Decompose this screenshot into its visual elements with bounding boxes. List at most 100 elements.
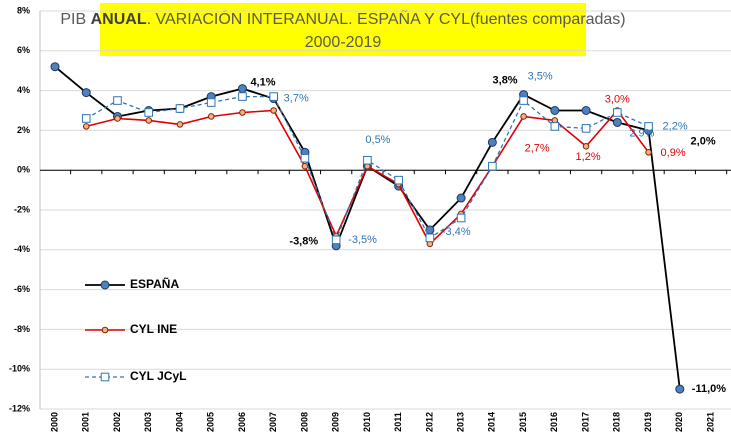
- y-tick-label: -10%: [9, 364, 30, 374]
- title-box: [100, 3, 586, 56]
- y-tick-label: -6%: [14, 284, 30, 294]
- legend-marker: [101, 326, 109, 334]
- y-tick-label: 2%: [17, 125, 30, 135]
- x-tick-label: 2017: [580, 412, 590, 432]
- data-label: 3,5%: [528, 70, 553, 82]
- y-tick-label: -2%: [14, 204, 30, 214]
- x-tick-label: 2000: [49, 412, 59, 432]
- data-label: -3,5%: [348, 234, 377, 246]
- point: [550, 106, 560, 115]
- data-label: -11,0%: [692, 383, 726, 395]
- x-tick-label: 2003: [143, 412, 153, 432]
- x-tick-label: 2013: [455, 412, 465, 432]
- point: [270, 107, 277, 114]
- legend-marker: [100, 280, 110, 290]
- point: [206, 98, 216, 107]
- legend-label: ESPAÑA: [130, 276, 179, 291]
- point: [145, 117, 153, 124]
- x-tick-label: 2019: [643, 412, 653, 432]
- point: [301, 162, 309, 170]
- point: [237, 84, 247, 94]
- point: [488, 161, 497, 171]
- point: [238, 92, 247, 101]
- y-tick-label: 8%: [17, 5, 30, 15]
- point: [582, 143, 590, 150]
- y-tick-label: 6%: [17, 45, 30, 55]
- x-tick-label: 2002: [112, 412, 122, 432]
- point: [456, 193, 466, 203]
- y-tick-label: 0%: [17, 165, 30, 175]
- y-tick-label: -8%: [14, 324, 30, 334]
- x-tick-label: 2011: [393, 412, 403, 432]
- point: [300, 153, 310, 163]
- data-label: 0,5%: [365, 134, 390, 146]
- point: [113, 96, 122, 105]
- data-label: 3,0%: [605, 93, 630, 105]
- x-tick-label: 2010: [362, 412, 372, 432]
- x-tick-label: 2001: [81, 412, 91, 432]
- x-tick-label: 2015: [518, 412, 528, 432]
- point: [581, 124, 591, 133]
- point: [207, 113, 215, 120]
- chart-subtitle: 2000-2019: [305, 34, 382, 51]
- point: [363, 155, 372, 165]
- point: [581, 106, 591, 115]
- y-tick-label: 4%: [17, 85, 30, 95]
- title-part: PIB: [60, 11, 90, 28]
- point: [613, 108, 622, 117]
- point: [519, 96, 528, 105]
- point: [114, 115, 121, 122]
- point: [144, 108, 154, 117]
- point: [520, 113, 527, 120]
- title-part: ANUAL: [91, 11, 147, 28]
- data-label: 2,0%: [691, 135, 716, 147]
- point: [675, 384, 685, 394]
- y-tick-label: -4%: [14, 244, 30, 254]
- point: [81, 88, 91, 98]
- x-tick-label: 2018: [612, 412, 622, 432]
- x-tick-label: 2009: [331, 412, 341, 432]
- point: [239, 109, 246, 116]
- point: [175, 104, 185, 113]
- point: [612, 117, 622, 127]
- title-part: . VARIACIÓN INTERANUAL. ESPAÑA Y CYL(fue…: [147, 8, 626, 28]
- point: [645, 148, 652, 156]
- point: [82, 123, 90, 130]
- x-tick-label: 2014: [487, 412, 497, 432]
- x-tick-label: 2020: [674, 412, 684, 432]
- legend-marker: [100, 372, 110, 382]
- x-tick-label: 2008: [299, 412, 309, 432]
- legend-label: CYL INE: [130, 322, 177, 336]
- data-label: -3,8%: [289, 236, 318, 248]
- point: [394, 175, 403, 185]
- point: [550, 122, 560, 131]
- x-tick-label: 2006: [237, 412, 247, 432]
- data-label: 2,7%: [525, 142, 550, 154]
- data-label: 1,2%: [576, 151, 601, 163]
- x-tick-label: 2007: [268, 412, 278, 432]
- point: [644, 122, 653, 131]
- point: [331, 235, 341, 245]
- legend-label: CYL JCyL: [130, 369, 186, 383]
- data-label: 4,1%: [250, 77, 275, 89]
- x-tick-label: 2005: [206, 412, 216, 432]
- x-tick-label: 2012: [424, 412, 434, 432]
- x-tick-label: 2021: [705, 412, 715, 432]
- point: [456, 213, 466, 223]
- point: [81, 114, 91, 123]
- x-tick-label: 2004: [174, 412, 184, 432]
- data-label: 2,9%: [629, 127, 654, 139]
- point: [176, 121, 184, 128]
- point: [269, 92, 278, 101]
- data-label: 0,9%: [661, 147, 686, 159]
- data-label: 3,7%: [284, 92, 309, 104]
- data-label: -3,4%: [442, 226, 471, 238]
- point: [425, 233, 435, 243]
- y-tick-label: -12%: [9, 403, 30, 413]
- point: [487, 137, 497, 147]
- chart-title: PIB ANUAL. VARIACIÓN INTERANUAL. ESPAÑA …: [60, 8, 625, 28]
- data-label: 3,8%: [493, 74, 518, 86]
- data-label: 2,2%: [663, 120, 688, 132]
